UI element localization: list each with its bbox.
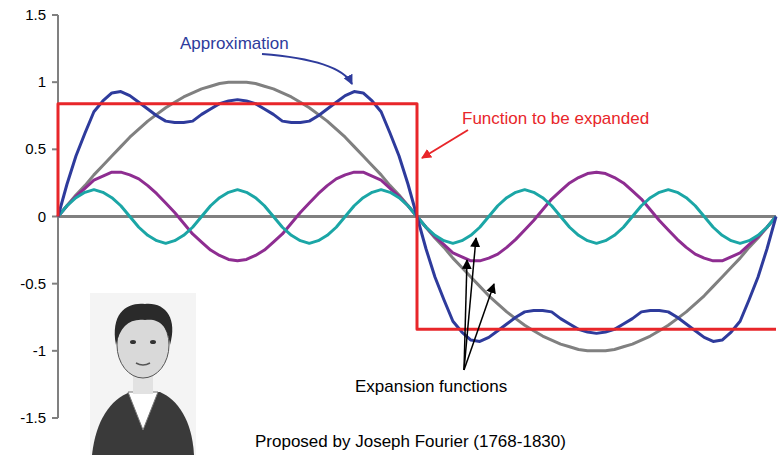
y-axis: -1.5 -1 -0.5 0 0.5 1 1.5 xyxy=(20,6,58,426)
portrait-frame xyxy=(90,293,196,455)
portrait-mouth xyxy=(136,363,150,365)
annotation: Approximation xyxy=(180,34,289,53)
y-tick-label: 0 xyxy=(38,208,46,225)
annotation-arrow xyxy=(422,130,468,158)
portrait-collar xyxy=(128,392,158,430)
y-tick-label: 1.5 xyxy=(25,6,46,23)
y-tick xyxy=(52,350,58,352)
annotation: Function to be expanded xyxy=(462,109,649,128)
portrait-hair xyxy=(115,304,173,345)
y-tick xyxy=(52,14,58,16)
annotation-arrow xyxy=(464,284,494,370)
annotation-arrow xyxy=(464,260,467,370)
annotations: Approximation Function to be expanded Expa… xyxy=(180,34,649,451)
portrait xyxy=(90,293,196,455)
y-tick-label: 0.5 xyxy=(25,140,46,157)
portrait-eye xyxy=(150,340,156,344)
y-tick-label: 1 xyxy=(38,73,46,90)
y-tick-label: -0.5 xyxy=(20,275,46,292)
y-tick xyxy=(52,81,58,83)
annotation: Proposed by Joseph Fourier (1768-1830) xyxy=(255,432,566,451)
portrait-eye xyxy=(130,340,136,344)
annotation-arrow xyxy=(262,54,352,84)
y-tick-label: -1.5 xyxy=(20,409,46,426)
y-tick xyxy=(52,283,58,285)
chart: -1.5 -1 -0.5 0 0.5 1 1.5 Approximation Function … xyxy=(0,0,780,464)
annotation: Expansion functions xyxy=(355,377,507,396)
portrait-coat xyxy=(92,392,194,455)
annotation-arrow xyxy=(464,238,476,370)
y-tick-label: -1 xyxy=(33,342,46,359)
y-tick xyxy=(52,417,58,419)
